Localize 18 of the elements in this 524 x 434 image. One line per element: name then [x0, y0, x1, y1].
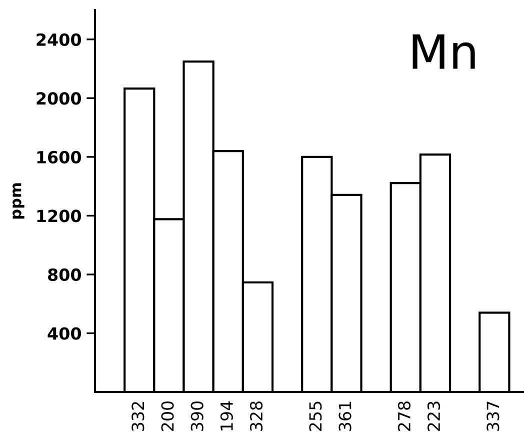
y-tick-label: 800: [48, 268, 82, 282]
x-tick-label: 332: [132, 402, 144, 431]
chart-title: Mn: [412, 34, 475, 69]
x-tick-label: 361: [338, 402, 352, 431]
x-tick-label: 278: [398, 401, 410, 431]
y-tick-label: 2400: [36, 33, 82, 46]
x-tick-label: 223: [427, 402, 440, 431]
x-tick-label: 390: [190, 401, 204, 431]
y-tick-label: 2000: [36, 92, 82, 105]
y-tick-label: 1200: [37, 210, 82, 222]
x-tick-label: 328: [250, 401, 263, 431]
y-axis-title: ppm: [12, 183, 24, 219]
y-tick-label: 1600: [37, 150, 82, 164]
x-tick-label: 337: [486, 402, 500, 431]
x-tick-label: 200: [161, 401, 174, 431]
x-tick-label: 194: [220, 401, 233, 430]
y-tick-label: 400: [48, 327, 82, 340]
x-tick-label: 255: [309, 402, 322, 431]
